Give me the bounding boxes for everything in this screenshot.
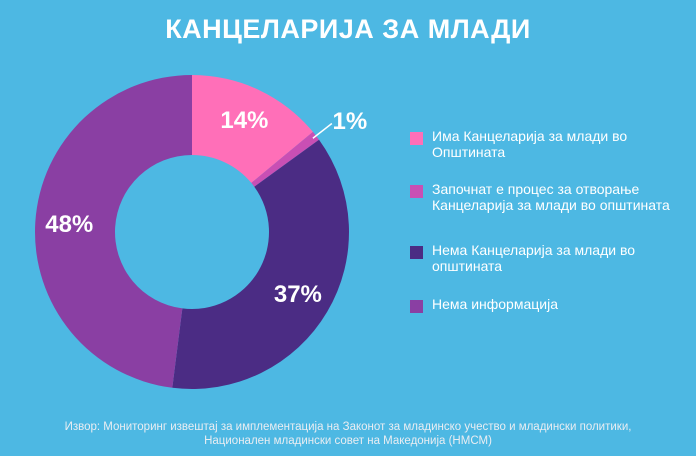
legend-swatch-1 bbox=[410, 132, 423, 145]
legend-swatch-4 bbox=[410, 300, 423, 313]
legend-item-2: Започнат е процес за отворање Канцелариј… bbox=[410, 181, 670, 213]
donut-slice-1 bbox=[192, 75, 313, 183]
legend-swatch-2 bbox=[410, 185, 423, 198]
legend-label-3: Нема Канцеларија за млади во општината bbox=[432, 242, 636, 274]
donut-slice-3 bbox=[172, 139, 349, 389]
leader-line-2 bbox=[312, 122, 333, 139]
data-label-2: 1% bbox=[333, 108, 368, 135]
chart-title: КАНЦЕЛАРИЈА ЗА МЛАДИ bbox=[165, 14, 531, 44]
legend-label-4: Нема информација bbox=[432, 296, 558, 312]
legend-label-1: Има Канцеларија за млади во Општината bbox=[432, 128, 628, 160]
legend-label-2: Започнат е процес за отворање Канцелариј… bbox=[432, 181, 670, 213]
legend-item-3: Нема Канцеларија за млади во општината bbox=[410, 242, 670, 274]
donut-slice-2 bbox=[251, 131, 320, 187]
legend-item-1: Има Канцеларија за млади во Општината bbox=[410, 128, 670, 160]
data-label-1: 14% bbox=[220, 107, 268, 134]
legend-swatch-3 bbox=[410, 246, 423, 259]
data-label-4: 48% bbox=[45, 211, 93, 238]
source-note: Извор: Мониторинг извештај за имплемента… bbox=[64, 421, 632, 447]
data-label-3: 37% bbox=[274, 281, 322, 308]
donut-slice-4 bbox=[34, 75, 193, 388]
legend-item-4: Нема информација bbox=[410, 296, 670, 313]
